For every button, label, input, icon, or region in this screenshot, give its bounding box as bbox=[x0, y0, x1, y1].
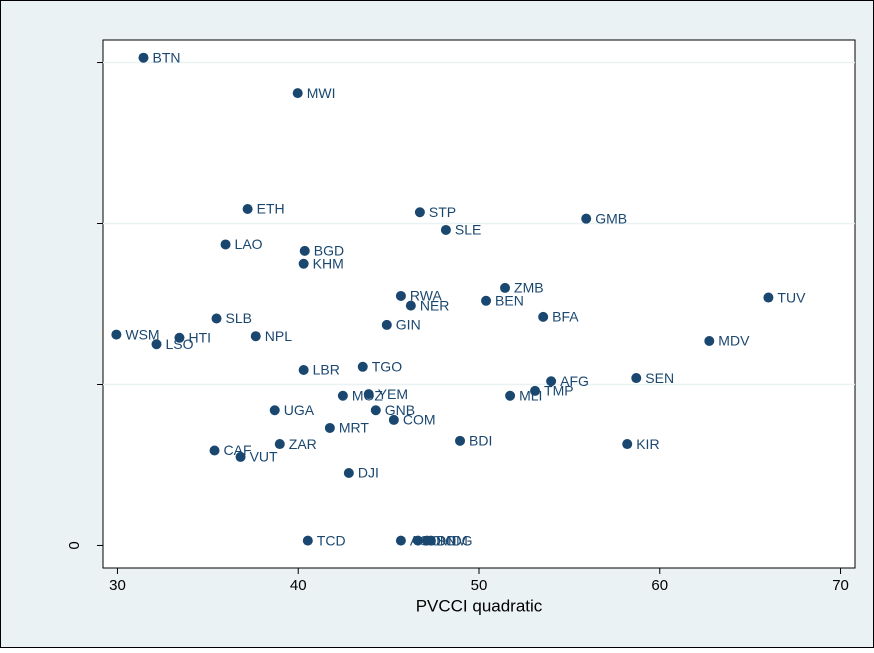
point-label: BFA bbox=[552, 309, 579, 325]
point bbox=[631, 373, 642, 384]
point bbox=[242, 204, 253, 215]
point bbox=[455, 435, 466, 446]
point-label: BDI bbox=[469, 433, 492, 449]
point-label: SOM bbox=[436, 532, 468, 548]
point bbox=[363, 389, 374, 400]
plot-area bbox=[102, 39, 856, 569]
point-label: VUT bbox=[250, 449, 278, 465]
point-label: MWI bbox=[307, 85, 336, 101]
point-label: YEM bbox=[378, 386, 408, 402]
point bbox=[425, 535, 436, 546]
point bbox=[370, 405, 381, 416]
point bbox=[235, 451, 246, 462]
point bbox=[395, 290, 406, 301]
point-label: KIR bbox=[636, 436, 659, 452]
point-label: ETH bbox=[257, 201, 285, 217]
point bbox=[337, 390, 348, 401]
point bbox=[414, 207, 425, 218]
point-label: TUV bbox=[777, 289, 806, 305]
point-label: GNB bbox=[385, 402, 415, 418]
point bbox=[220, 239, 231, 250]
point bbox=[324, 422, 335, 433]
point-label: ZAR bbox=[289, 436, 317, 452]
point-label: SDN bbox=[427, 532, 457, 548]
x-tick-label: 50 bbox=[471, 577, 488, 594]
point bbox=[405, 300, 416, 311]
point bbox=[704, 336, 715, 347]
point-label: WSM bbox=[125, 326, 159, 342]
point bbox=[546, 376, 557, 387]
point bbox=[440, 224, 451, 235]
point bbox=[111, 329, 122, 340]
x-tick-label: 30 bbox=[109, 577, 126, 594]
point-label: GIN bbox=[396, 317, 421, 333]
point-label: AFG bbox=[560, 373, 589, 389]
point bbox=[151, 339, 162, 350]
point bbox=[298, 365, 309, 375]
point-label: BTN bbox=[152, 49, 180, 65]
point bbox=[211, 313, 222, 324]
point-label: SLB bbox=[226, 310, 252, 326]
x-tick-label: 60 bbox=[651, 577, 668, 594]
x-tick-label: 70 bbox=[832, 577, 849, 594]
point bbox=[412, 535, 423, 546]
point-label: STP bbox=[429, 204, 456, 220]
point bbox=[174, 332, 185, 343]
point-label: HTI bbox=[188, 330, 211, 346]
point-label: UGA bbox=[284, 402, 315, 418]
point-label: BEN bbox=[495, 292, 524, 308]
point-label: DJI bbox=[358, 465, 379, 481]
point bbox=[250, 331, 261, 342]
point bbox=[538, 311, 549, 322]
x-tick-label: 40 bbox=[290, 577, 307, 594]
point-label: MLI bbox=[519, 387, 542, 403]
point bbox=[269, 405, 280, 416]
point bbox=[357, 361, 368, 372]
point-label: LBR bbox=[313, 362, 340, 378]
point-label: COM bbox=[403, 412, 436, 428]
point-label: GMB bbox=[595, 210, 627, 226]
point bbox=[274, 439, 285, 450]
y-tick-label: 0 bbox=[66, 541, 83, 549]
x-axis-title: PVCCI quadratic bbox=[416, 596, 543, 615]
point bbox=[500, 282, 511, 293]
point-label: SLE bbox=[455, 222, 481, 238]
point bbox=[381, 319, 392, 330]
point bbox=[138, 52, 149, 63]
point-label: RWA bbox=[410, 288, 443, 304]
point-label: MRT bbox=[339, 420, 370, 436]
point bbox=[292, 88, 303, 99]
point-label: TCD bbox=[317, 532, 346, 548]
point-label: TMP bbox=[544, 383, 574, 399]
point bbox=[209, 445, 220, 456]
point bbox=[395, 535, 406, 546]
point bbox=[530, 385, 541, 396]
point bbox=[505, 390, 516, 401]
point-label: LSO bbox=[166, 336, 194, 352]
point-label: TGO bbox=[372, 358, 402, 374]
point bbox=[763, 292, 774, 303]
point bbox=[302, 535, 313, 546]
point-label: MDG bbox=[440, 532, 473, 548]
point-label: SEN bbox=[645, 370, 674, 386]
point bbox=[622, 439, 633, 450]
point bbox=[298, 258, 309, 269]
point-label: LAO bbox=[235, 236, 263, 252]
point bbox=[343, 468, 354, 479]
point bbox=[299, 245, 310, 256]
point-label: BGD bbox=[314, 243, 344, 259]
point-label: MDV bbox=[718, 333, 750, 349]
point-label: KHM bbox=[313, 255, 344, 271]
point-label: NPL bbox=[265, 328, 292, 344]
point-label: ZMB bbox=[514, 280, 544, 296]
point bbox=[388, 414, 399, 425]
point bbox=[581, 213, 592, 224]
point bbox=[481, 295, 492, 306]
point-label: NER bbox=[420, 297, 450, 313]
